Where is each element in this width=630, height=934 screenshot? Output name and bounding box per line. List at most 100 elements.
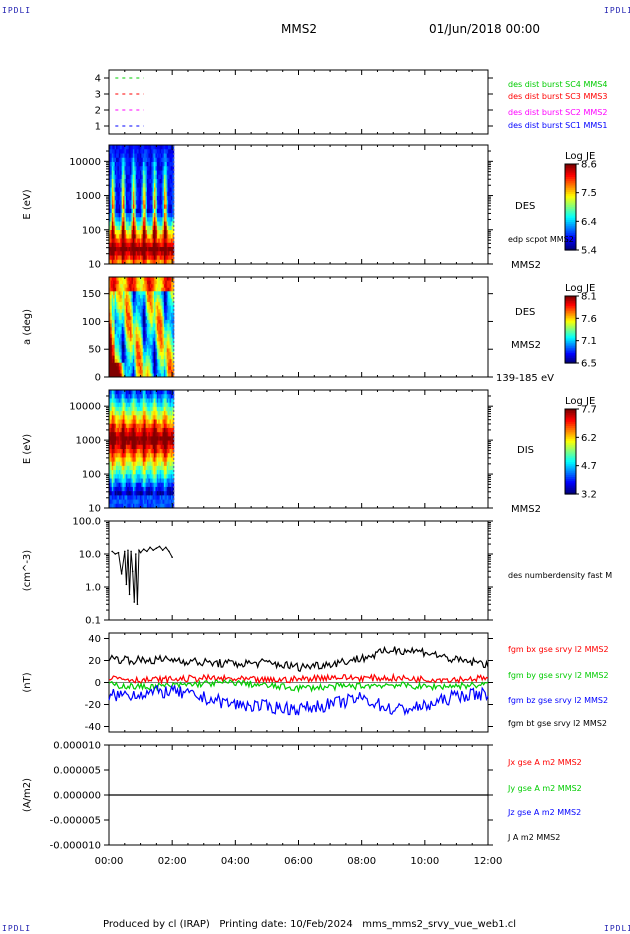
- spectrogram-cell: [118, 457, 121, 463]
- spectrogram-cell: [155, 221, 158, 227]
- spectrogram-cell: [123, 305, 125, 310]
- spectrogram-cell: [165, 251, 168, 256]
- spectrogram-cell: [127, 166, 130, 171]
- spectrogram-cell: [156, 341, 159, 346]
- spectrogram-cell: [162, 394, 165, 399]
- spectrogram-cell: [172, 298, 175, 303]
- spectrogram-cell: [130, 478, 133, 484]
- spectrogram-cell: [170, 436, 173, 442]
- spectrogram-cell: [132, 230, 135, 235]
- fgm-series-bz: [108, 684, 489, 717]
- spectrogram-cell: [127, 394, 130, 399]
- spectrogram-cell: [120, 341, 123, 346]
- spectrogram-cell: [168, 344, 171, 349]
- spectrogram-cell: [123, 238, 125, 244]
- spectrogram-cell: [145, 153, 148, 159]
- spectrogram-cell: [166, 294, 169, 299]
- spectrogram-cell: [142, 230, 145, 235]
- spectrogram-cell: [163, 478, 166, 484]
- spectrogram-cell: [127, 465, 130, 471]
- spectrogram-cell: [165, 440, 168, 446]
- spectrogram-cell: [134, 234, 137, 239]
- spectrogram-cell: [163, 390, 166, 395]
- spectrogram-cell: [137, 196, 140, 201]
- spectrogram-cell: [162, 196, 165, 201]
- spectrogram-cell: [110, 334, 113, 339]
- spectrogram-cell: [131, 277, 134, 282]
- spectrogram-cell: [161, 323, 163, 328]
- spectrogram-cell: [163, 503, 166, 509]
- spectrogram-cell: [163, 162, 166, 167]
- spectrogram-cell: [123, 491, 125, 496]
- spectrogram-cell: [110, 238, 113, 244]
- spectrogram-cell: [147, 298, 149, 303]
- spectrogram-cell: [109, 327, 111, 332]
- spectrogram-cell: [161, 341, 163, 346]
- spectrogram-cell: [162, 242, 165, 248]
- spectrogram-cell: [168, 402, 171, 408]
- spectrogram-cell: [111, 162, 114, 167]
- spectrogram-cell: [109, 291, 111, 296]
- spectrogram-cell: [172, 402, 175, 408]
- spectrogram-cell: [121, 277, 124, 282]
- spectrogram-cell: [144, 294, 147, 299]
- spectrogram-cell: [120, 179, 123, 184]
- spectrogram-cell: [123, 213, 125, 218]
- spectrogram-cell: [109, 247, 111, 252]
- spectrogram-cell: [120, 291, 123, 296]
- spectrogram-cell: [148, 411, 151, 416]
- spectrogram-cell: [151, 411, 154, 416]
- spectrogram-cell: [116, 440, 118, 446]
- spectrogram-cell: [114, 337, 117, 342]
- spectrogram-cell: [138, 461, 141, 467]
- spectrogram-cell: [120, 330, 123, 335]
- spectrogram-cell: [145, 402, 148, 408]
- spectrogram-cell: [148, 482, 151, 488]
- spectrogram-cell: [163, 277, 166, 282]
- spectrogram-cell: [117, 225, 120, 231]
- spectrogram-cell: [131, 149, 134, 154]
- spectrogram-cell: [120, 373, 123, 378]
- spectrogram-cell: [151, 461, 154, 467]
- colorbar-swatch: [565, 228, 576, 232]
- spectrogram-cell: [116, 398, 118, 404]
- spectrogram-cell: [114, 348, 117, 353]
- spectrogram-cell: [152, 482, 155, 488]
- spectrogram-cell: [114, 319, 117, 324]
- spectrogram-cell: [158, 366, 161, 371]
- spectrogram-cell: [116, 242, 118, 248]
- spectrogram-cell: [132, 277, 135, 282]
- spectrogram-cell: [151, 217, 154, 222]
- spectrogram-cell: [152, 247, 155, 252]
- time-tick-label: 12:00: [474, 856, 503, 867]
- spectrogram-cell: [121, 280, 124, 285]
- spectrogram-cell: [145, 470, 148, 475]
- spectrogram-cell: [132, 217, 135, 222]
- spectrogram-cell: [145, 461, 148, 467]
- spectrogram-cell: [127, 174, 130, 180]
- spectrogram-cell: [163, 319, 166, 324]
- spectrogram-cell: [118, 204, 121, 210]
- spectrogram-cell: [121, 499, 124, 505]
- spectrogram-cell: [165, 355, 168, 360]
- spectrogram-cell: [120, 440, 123, 446]
- spectrogram-cell: [135, 170, 138, 176]
- spectrogram-cell: [110, 287, 113, 292]
- spectrogram-cell: [144, 465, 147, 471]
- time-tick-label: 02:00: [158, 856, 187, 867]
- spectrogram-cell: [156, 183, 159, 188]
- spectrogram-cell: [137, 366, 140, 371]
- y-tick-label: 10.0: [79, 550, 101, 561]
- spectrogram-cell: [109, 411, 111, 416]
- spectrogram-cell: [141, 251, 144, 256]
- spectrogram-cell: [134, 284, 137, 289]
- spectrogram-cell: [114, 234, 117, 239]
- spectrogram-cell: [120, 284, 123, 289]
- spectrogram-cell: [159, 359, 162, 364]
- spectrogram-cell: [166, 183, 169, 188]
- spectrogram-cell: [159, 187, 162, 193]
- spectrogram-cell: [127, 183, 130, 188]
- spectrogram-cell: [117, 170, 120, 176]
- spectrogram-cell: [166, 323, 169, 328]
- y-tick-label: 0.000000: [53, 791, 101, 802]
